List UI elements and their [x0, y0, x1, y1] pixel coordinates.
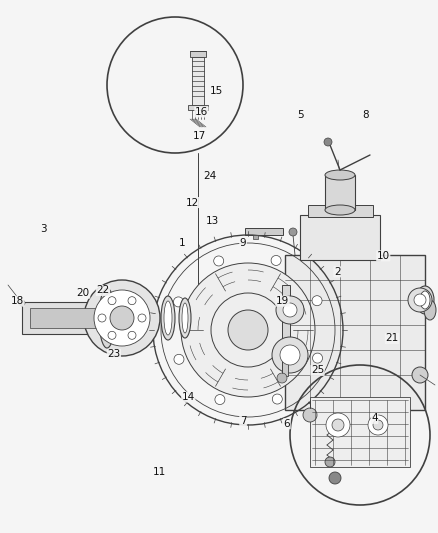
Ellipse shape [99, 288, 115, 348]
Text: 5: 5 [297, 110, 304, 119]
Bar [285, 255, 425, 410]
Circle shape [128, 297, 136, 305]
Circle shape [108, 297, 116, 305]
Circle shape [313, 353, 322, 363]
Circle shape [228, 310, 268, 350]
Circle shape [280, 345, 300, 365]
Circle shape [108, 332, 116, 340]
Text: 16: 16 [195, 107, 208, 117]
Text: 9: 9 [240, 238, 247, 247]
Ellipse shape [161, 296, 175, 340]
Text: 4: 4 [371, 414, 378, 423]
Text: 17: 17 [193, 131, 206, 141]
Text: 12: 12 [186, 198, 199, 207]
Text: 15: 15 [210, 86, 223, 95]
Bar [30, 308, 100, 328]
Ellipse shape [420, 291, 430, 309]
Circle shape [283, 303, 297, 317]
Text: 6: 6 [283, 419, 290, 429]
Text: 1: 1 [178, 238, 185, 247]
Text: 11: 11 [153, 467, 166, 477]
Bar [188, 105, 208, 110]
Circle shape [408, 288, 432, 312]
Bar [282, 358, 288, 376]
Circle shape [272, 394, 283, 404]
Text: 7: 7 [240, 416, 247, 426]
Text: 14: 14 [182, 392, 195, 402]
Ellipse shape [424, 300, 436, 320]
Circle shape [138, 314, 146, 322]
Circle shape [181, 263, 315, 397]
Circle shape [332, 419, 344, 431]
Bar [308, 205, 373, 217]
Circle shape [303, 408, 317, 422]
Text: 20: 20 [77, 288, 90, 298]
Ellipse shape [182, 303, 188, 333]
Bar [245, 228, 283, 235]
Circle shape [19, 300, 25, 306]
Circle shape [326, 413, 350, 437]
Circle shape [174, 354, 184, 364]
Circle shape [277, 373, 287, 383]
Circle shape [368, 415, 388, 435]
Circle shape [271, 255, 281, 265]
Text: 8: 8 [362, 110, 369, 119]
Circle shape [414, 294, 426, 306]
Circle shape [128, 332, 136, 340]
Circle shape [94, 290, 150, 346]
Circle shape [110, 306, 134, 330]
Bar [325, 175, 355, 210]
Circle shape [173, 297, 184, 307]
Text: 18: 18 [11, 296, 24, 306]
Circle shape [325, 457, 335, 467]
Bar [253, 235, 258, 239]
Bar [192, 57, 204, 105]
Text: 2: 2 [334, 267, 341, 277]
Circle shape [272, 337, 308, 373]
Circle shape [214, 256, 224, 266]
Text: 19: 19 [276, 296, 289, 306]
Circle shape [329, 472, 341, 484]
Text: 25: 25 [311, 366, 324, 375]
Text: 10: 10 [377, 251, 390, 261]
Circle shape [412, 367, 428, 383]
Text: 21: 21 [385, 334, 399, 343]
Ellipse shape [325, 170, 355, 180]
Text: 22: 22 [96, 286, 110, 295]
Circle shape [84, 280, 160, 356]
Circle shape [289, 228, 297, 236]
Bar [300, 215, 380, 260]
Bar [282, 285, 290, 365]
Circle shape [276, 296, 304, 324]
Circle shape [373, 420, 383, 430]
Circle shape [324, 138, 332, 146]
Ellipse shape [179, 298, 191, 338]
Bar [310, 397, 410, 467]
Ellipse shape [325, 205, 355, 215]
Circle shape [98, 314, 106, 322]
Text: 3: 3 [40, 224, 47, 234]
Ellipse shape [164, 301, 172, 335]
Circle shape [215, 394, 225, 405]
Text: 24: 24 [204, 171, 217, 181]
Text: 23: 23 [107, 350, 120, 359]
Bar [190, 51, 206, 57]
Bar [22, 302, 107, 334]
Circle shape [312, 296, 322, 306]
Text: 13: 13 [206, 216, 219, 226]
Ellipse shape [416, 286, 434, 314]
